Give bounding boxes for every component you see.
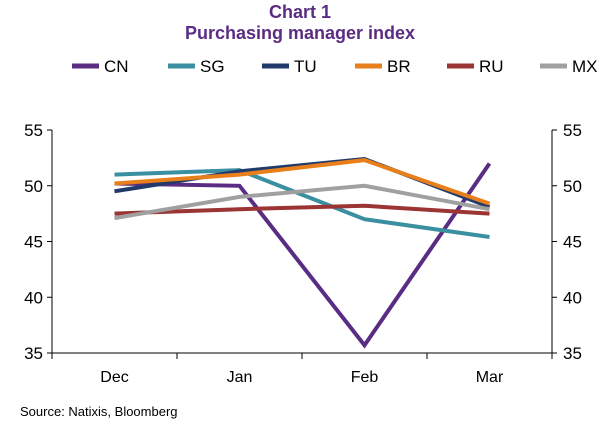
y-tick-label-left: 45 xyxy=(24,233,43,252)
legend-label-tu: TU xyxy=(294,57,317,76)
y-tick-label-left: 55 xyxy=(24,121,43,140)
legend-label-br: BR xyxy=(387,57,411,76)
series-line-br xyxy=(114,158,491,206)
x-tick-label-feb: Feb xyxy=(351,369,379,386)
x-tick-label-mar: Mar xyxy=(476,369,504,386)
x-tick-label-dec: Dec xyxy=(100,369,128,386)
legend: CN SG TU BR RU MX xyxy=(72,57,598,76)
source-note: Source: Natixis, Bloomberg xyxy=(20,404,178,419)
y-tick-label-left: 40 xyxy=(24,288,43,307)
legend-label-cn: CN xyxy=(104,57,129,76)
y-tick-label-right: 45 xyxy=(563,233,582,252)
x-tick-label-jan: Jan xyxy=(227,369,253,386)
series-line-sg xyxy=(114,168,490,239)
chart-title: Chart 1 xyxy=(268,2,331,22)
legend-label-ru: RU xyxy=(479,57,504,76)
y-tick-label-right: 40 xyxy=(563,288,582,307)
series-line-mx xyxy=(114,183,490,221)
chart-subtitle: Purchasing manager index xyxy=(184,23,416,43)
y-tick-label-left: 35 xyxy=(24,344,43,363)
y-tick-label-right: 55 xyxy=(563,121,582,140)
y-tick-label-right: 50 xyxy=(563,177,582,196)
axes: 35 35 40 40 45 45 50 50 55 55 Dec Jan Feb Mar xyxy=(24,121,582,386)
series-line-cn xyxy=(114,162,492,349)
legend-label-mx: MX xyxy=(572,57,598,76)
y-tick-label-right: 35 xyxy=(563,344,582,363)
y-tick-label-left: 50 xyxy=(24,177,43,196)
legend-label-sg: SG xyxy=(200,57,225,76)
series-layer xyxy=(114,156,492,349)
series-line-ru xyxy=(114,203,490,216)
